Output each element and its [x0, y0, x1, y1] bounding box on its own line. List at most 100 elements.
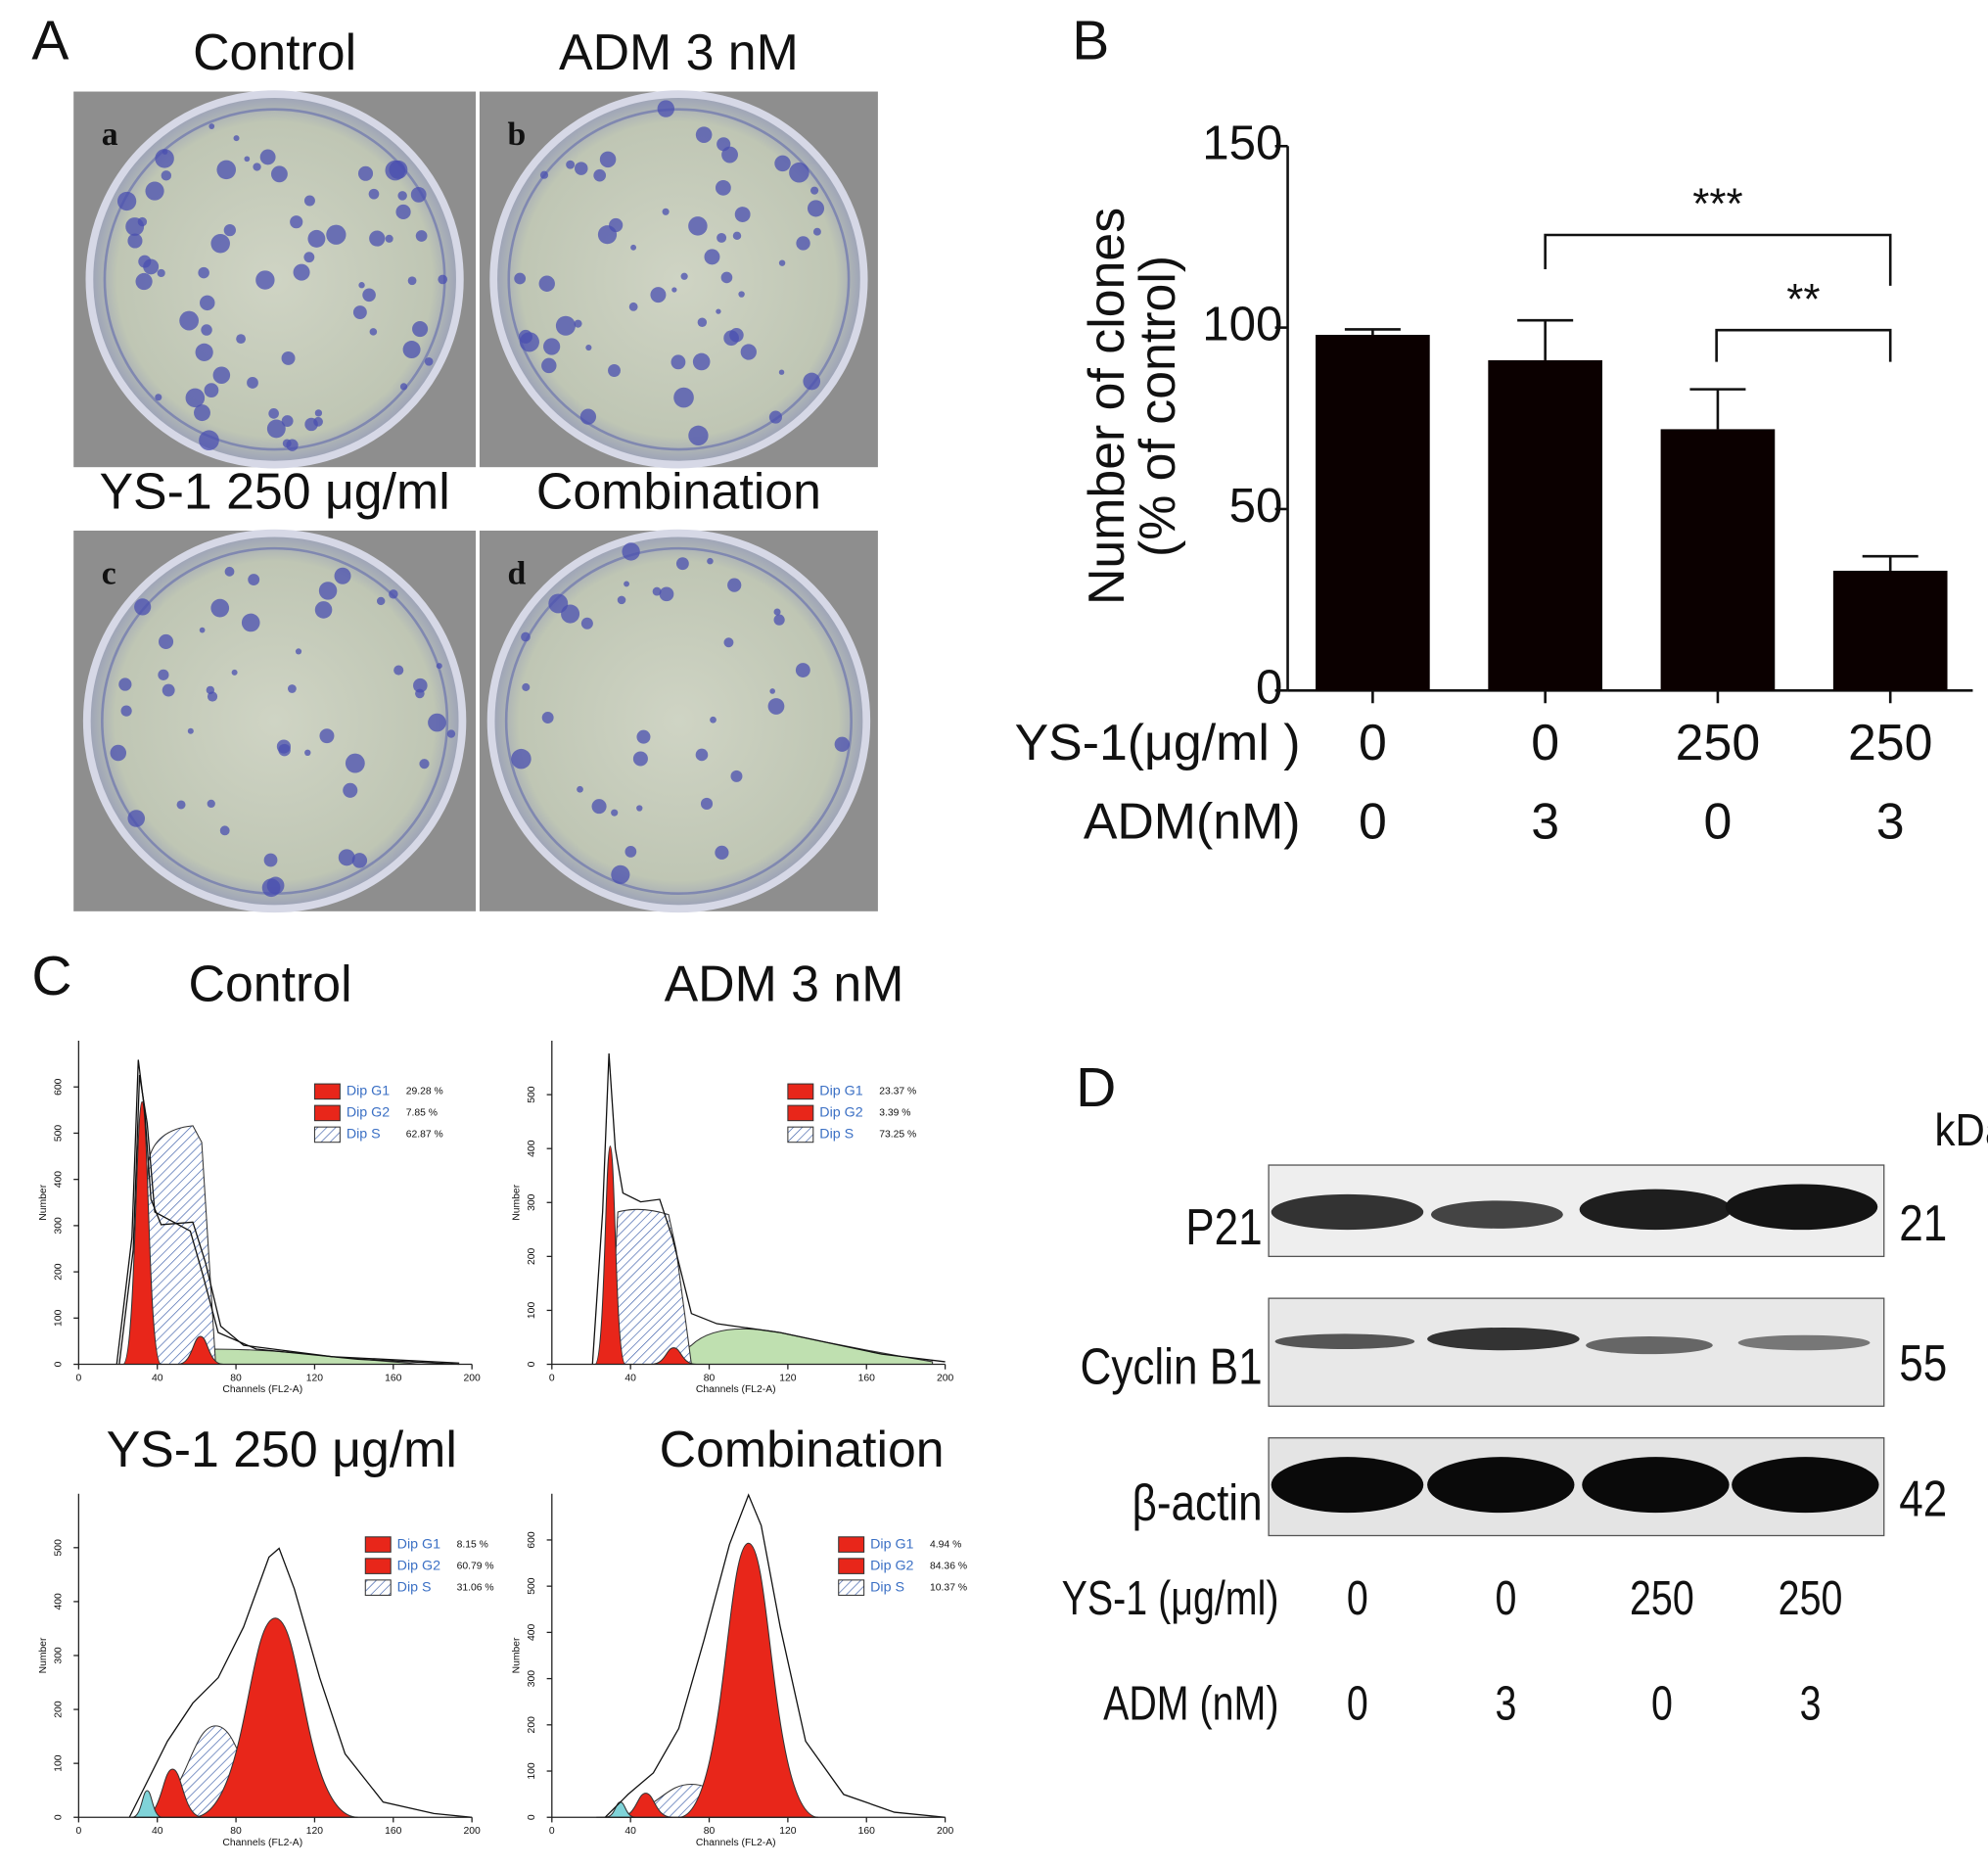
colony — [715, 179, 731, 196]
colony — [345, 753, 365, 773]
colony — [145, 181, 164, 201]
colony — [413, 677, 428, 693]
legend-swatch — [787, 1083, 814, 1100]
colony — [795, 663, 810, 677]
colony — [195, 343, 213, 361]
colony — [118, 677, 132, 691]
colony — [199, 627, 206, 633]
colony — [611, 864, 630, 884]
colony — [233, 135, 240, 142]
g2 — [177, 1335, 224, 1366]
y-axis-label: Number — [511, 1637, 522, 1673]
colony — [313, 416, 323, 427]
bar — [1488, 359, 1602, 691]
colony — [281, 415, 294, 427]
y-axis-label: Number — [38, 1184, 49, 1220]
colony — [628, 302, 638, 311]
colony — [266, 419, 286, 439]
y-tick-label: 200 — [527, 1247, 537, 1265]
blots — [1268, 1164, 1885, 1537]
colony — [210, 598, 230, 618]
category-label: 250 — [1848, 714, 1932, 770]
colony — [630, 244, 637, 251]
dish-rim — [504, 546, 853, 895]
legend-swatch — [364, 1558, 392, 1574]
band — [1732, 1457, 1879, 1514]
colony — [244, 156, 251, 163]
colony — [585, 344, 592, 351]
colony — [369, 328, 378, 336]
colony — [716, 308, 721, 314]
colony — [162, 683, 175, 697]
colony — [263, 853, 278, 867]
x-tick-label: 200 — [464, 1374, 482, 1384]
kda-label: 42 — [1899, 1470, 1947, 1527]
legend-swatch — [838, 1558, 865, 1574]
colony — [768, 410, 782, 424]
colony — [334, 567, 351, 584]
colony — [137, 216, 148, 227]
category-row-name: ADM(nM) — [1084, 792, 1301, 849]
colony — [303, 252, 315, 263]
bar — [1316, 335, 1430, 691]
legend-value: 60.79 % — [457, 1561, 494, 1571]
y-tick-label: 0 — [527, 1361, 537, 1367]
x-tick-label: 160 — [385, 1374, 402, 1384]
category-label: 0 — [1359, 714, 1387, 770]
bar — [1832, 570, 1948, 691]
legend-name: Dip G2 — [819, 1105, 862, 1121]
legend-value: 31.06 % — [457, 1582, 494, 1593]
colony — [659, 586, 674, 602]
colony — [157, 268, 165, 278]
g1 — [142, 1768, 204, 1818]
x-tick-label: 160 — [858, 1374, 876, 1384]
colony — [695, 126, 713, 143]
colony — [670, 354, 686, 370]
s-phase — [609, 1208, 692, 1366]
colony — [270, 165, 288, 183]
legend-value: 73.25 % — [879, 1130, 916, 1141]
colony — [446, 729, 456, 738]
colony — [236, 334, 246, 345]
colony — [303, 195, 315, 207]
colony — [290, 215, 303, 229]
row-value: 250 — [1779, 1572, 1843, 1625]
colony — [671, 287, 677, 293]
x-tick-label: 80 — [704, 1374, 716, 1384]
legend-value: 4.94 % — [930, 1539, 961, 1550]
legend-value: 3.39 % — [879, 1108, 910, 1119]
colony — [407, 276, 417, 286]
colony — [548, 593, 569, 614]
colony — [385, 160, 406, 181]
colony — [778, 369, 785, 375]
colony — [255, 270, 275, 290]
colony — [204, 383, 219, 397]
colony — [351, 853, 368, 868]
colony — [138, 255, 152, 268]
colony — [624, 846, 637, 858]
category-label: 0 — [1531, 714, 1559, 770]
colony — [574, 319, 582, 328]
colony — [412, 320, 429, 338]
colony — [769, 688, 775, 694]
colony — [539, 170, 549, 179]
colony — [358, 282, 365, 289]
x-axis-label: Channels (FL2-A) — [696, 1838, 776, 1848]
colony — [740, 344, 757, 360]
legend-swatch — [313, 1083, 341, 1100]
band — [1579, 1189, 1733, 1231]
flow-title: YS-1 250 μg/ml — [107, 1421, 457, 1477]
colony — [268, 408, 279, 419]
y-tick-label: 300 — [527, 1670, 537, 1688]
plate-title: ADM 3 nM — [559, 23, 799, 80]
colony — [369, 230, 386, 247]
colony — [543, 338, 561, 355]
colony — [636, 729, 651, 744]
colony — [219, 825, 230, 836]
colony — [389, 589, 398, 599]
legend-swatch — [364, 1536, 392, 1553]
y-tick-label: 600 — [527, 1531, 537, 1549]
colony — [261, 878, 281, 898]
x-tick-label: 160 — [858, 1826, 876, 1837]
